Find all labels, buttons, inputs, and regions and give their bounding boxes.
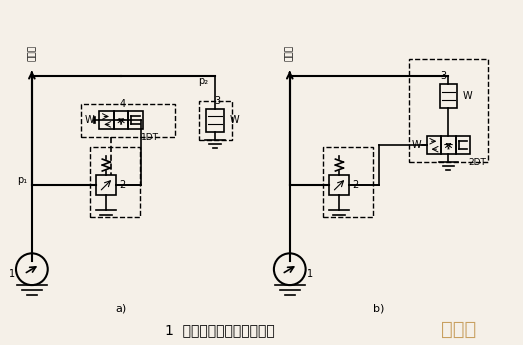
Bar: [114, 111, 129, 129]
Text: 3: 3: [440, 71, 447, 81]
Text: W: W: [412, 140, 422, 150]
Bar: [207, 109, 224, 132]
Bar: [82, 104, 175, 137]
Text: 2DT: 2DT: [468, 158, 486, 167]
Text: 1: 1: [9, 269, 15, 279]
Text: 豆星人: 豆星人: [441, 320, 476, 339]
Text: 2: 2: [353, 180, 358, 190]
Bar: [199, 101, 232, 140]
Text: W: W: [462, 91, 472, 101]
Text: p₂: p₂: [198, 76, 209, 86]
Text: 2: 2: [119, 180, 126, 190]
Bar: [456, 136, 470, 154]
Bar: [99, 111, 114, 129]
Text: 1  双溢流阀式二级调压回路: 1 双溢流阀式二级调压回路: [165, 323, 275, 337]
Text: b): b): [373, 304, 385, 314]
Text: p₁: p₁: [17, 175, 27, 185]
Bar: [90, 147, 140, 217]
Bar: [441, 136, 456, 154]
Bar: [329, 175, 349, 195]
Bar: [324, 147, 373, 217]
Bar: [129, 111, 143, 129]
Bar: [439, 84, 458, 108]
Bar: [409, 59, 488, 162]
Bar: [427, 136, 441, 154]
Text: 任系统: 任系统: [27, 45, 37, 61]
Text: 1: 1: [306, 269, 313, 279]
Text: 3: 3: [214, 96, 220, 106]
Text: 4: 4: [120, 99, 126, 109]
Text: 1DT: 1DT: [141, 133, 159, 142]
Text: W: W: [85, 116, 94, 126]
Text: a): a): [116, 304, 127, 314]
Text: W: W: [229, 116, 239, 126]
Bar: [96, 175, 116, 195]
Text: 任系统: 任系统: [285, 45, 294, 61]
